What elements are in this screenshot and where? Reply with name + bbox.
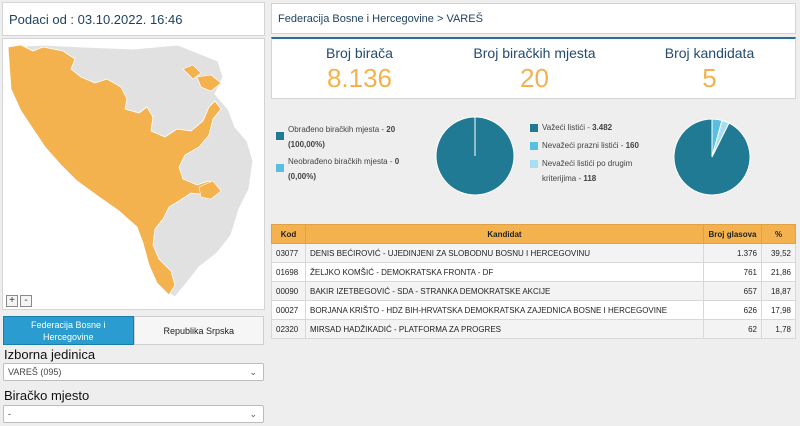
- cell-kod: 00027: [271, 300, 306, 320]
- stat-label: Broj birača: [326, 45, 393, 61]
- cell-procenat: 1,78: [761, 319, 796, 339]
- legend-text: Važeći listići -: [542, 123, 593, 132]
- col-broj-glasova[interactable]: Broj glasova: [703, 224, 762, 244]
- biracko-mjesto-select[interactable]: - ⌄: [3, 405, 264, 423]
- chevron-down-icon: ⌄: [249, 367, 257, 377]
- cell-kod: 00090: [271, 281, 306, 301]
- legend-swatch: [530, 124, 538, 132]
- legend-text: Neobrađeno biračkih mjesta -: [288, 157, 395, 166]
- legend-value: 160: [625, 141, 639, 150]
- legend-value: 3.482: [592, 123, 613, 132]
- cell-broj-glasova: 1.376: [703, 243, 762, 263]
- results-table-wrap: Kod Kandidat Broj glasova % 03077 DENIS B…: [271, 224, 796, 339]
- pie1-legend-unprocessed: Neobrađeno biračkih mjesta - 0 (0,00%): [276, 154, 426, 184]
- table-header-row: Kod Kandidat Broj glasova %: [271, 224, 796, 244]
- stats-panel: Broj birača 8.136 Broj biračkih mjesta 2…: [271, 37, 796, 99]
- results-table: Kod Kandidat Broj glasova % 03077 DENIS B…: [271, 224, 796, 339]
- tab-fbih-label: Federacija Bosne i Hercegovine: [30, 319, 106, 342]
- legend-extra: (100,00%): [288, 140, 325, 149]
- col-procenat[interactable]: %: [761, 224, 796, 244]
- timestamp-text: Podaci od : 03.10.2022. 16:46: [9, 11, 183, 27]
- cell-kandidat: DENIS BEĆIROVIĆ - UJEDINJENI ZA SLOBODNU…: [305, 243, 704, 263]
- map-orasje: [182, 64, 202, 80]
- stat-label: Broj biračkih mjesta: [473, 45, 596, 61]
- breadcrumb: Federacija Bosne i Hercegovine > VAREŠ: [271, 3, 796, 34]
- cell-broj-glasova: 761: [703, 262, 762, 282]
- tab-rs[interactable]: Republika Srpska: [133, 316, 264, 345]
- cell-kandidat: ŽELJKO KOMŠIĆ - DEMOKRATSKA FRONTA - DF: [305, 262, 704, 282]
- biracko-mjesto-value: -: [8, 409, 11, 419]
- cell-broj-glasova: 62: [703, 319, 762, 339]
- map-gorazde: [198, 180, 222, 200]
- legend-value: 0: [394, 157, 400, 166]
- cell-broj-glasova: 626: [703, 300, 762, 320]
- legend-swatch: [276, 164, 284, 172]
- izborna-jedinica-value: VAREŠ (095): [8, 367, 62, 377]
- izborna-jedinica-label: Izborna jedinica: [4, 347, 96, 362]
- chevron-down-icon: ⌄: [249, 409, 257, 419]
- stat-value: 8.136: [326, 63, 393, 93]
- legend-text: Obrađeno biračkih mjesta -: [288, 125, 387, 134]
- stat-label: Broj kandidata: [664, 45, 755, 61]
- entity-tabs: Federacija Bosne i Hercegovine Republika…: [3, 316, 264, 345]
- legend-swatch: [530, 142, 538, 150]
- cell-kandidat: BORJANA KRIŠTO - HDZ BIH-HRVATSKA DEMOKR…: [305, 300, 704, 320]
- legend-swatch: [530, 160, 538, 168]
- bih-map[interactable]: [3, 39, 266, 311]
- legend-value: 20: [386, 125, 396, 134]
- legend-value: 118: [583, 174, 597, 183]
- pie-chart-ballots: [673, 118, 751, 196]
- cell-broj-glasova: 657: [703, 281, 762, 301]
- cell-kandidat: MIRSAD HADŽIKADIĆ - PLATFORMA ZA PROGRES: [305, 319, 704, 339]
- table-row[interactable]: 00090 BAKIR IZETBEGOVIĆ - SDA - STRANKA D…: [271, 281, 796, 301]
- legend-swatch: [276, 132, 284, 140]
- map-panel[interactable]: + -: [2, 38, 265, 310]
- table-row[interactable]: 00027 BORJANA KRIŠTO - HDZ BIH-HRVATSKA D…: [271, 300, 796, 320]
- cell-kandidat: BAKIR IZETBEGOVIĆ - SDA - STRANKA DEMOKR…: [305, 281, 704, 301]
- pie-chart-processed: [435, 116, 515, 196]
- stat-broj-kandidata: Broj kandidata 5: [622, 45, 797, 94]
- col-kod[interactable]: Kod: [271, 224, 306, 244]
- stat-value: 5: [702, 63, 717, 93]
- table-row[interactable]: 01698 ŽELJKO KOMŠIĆ - DEMOKRATSKA FRONTA …: [271, 262, 796, 282]
- cell-kod: 01698: [271, 262, 306, 282]
- cell-procenat: 18,87: [761, 281, 796, 301]
- cell-procenat: 17,98: [761, 300, 796, 320]
- tab-rs-label: Republika Srpska: [163, 325, 235, 336]
- tab-fbih[interactable]: Federacija Bosne i Hercegovine: [3, 316, 134, 345]
- stat-value: 20: [520, 63, 549, 93]
- stat-broj-biraca: Broj birača 8.136: [272, 45, 447, 94]
- table-row[interactable]: 02320 MIRSAD HADŽIKADIĆ - PLATFORMA ZA PR…: [271, 319, 796, 339]
- map-fbih-region: [7, 44, 222, 296]
- col-kandidat[interactable]: Kandidat: [305, 224, 704, 244]
- cell-kod: 03077: [271, 243, 306, 263]
- breadcrumb-text: Federacija Bosne i Hercegovine > VAREŠ: [278, 12, 483, 25]
- cell-kod: 02320: [271, 319, 306, 339]
- pie1-legend-processed: Obrađeno biračkih mjesta - 20 (100,00%): [276, 122, 426, 152]
- pie-slice: [673, 118, 751, 196]
- legend-text: Nevažeći prazni listići -: [542, 141, 626, 150]
- zoom-out-button[interactable]: -: [20, 295, 32, 307]
- pie2-legend-blank: Nevažeći prazni listići - 160: [530, 138, 670, 153]
- pie2-legend-other: Nevažeći listići po drugim kriterijima - …: [530, 156, 670, 186]
- cell-procenat: 39,52: [761, 243, 796, 263]
- pie2-legend-valid: Važeći listići - 3.482: [530, 120, 670, 135]
- table-row[interactable]: 03077 DENIS BEĆIROVIĆ - UJEDINJENI ZA SLO…: [271, 243, 796, 263]
- map-brcko: [196, 74, 222, 92]
- cell-procenat: 21,86: [761, 262, 796, 282]
- legend-text: Nevažeći listići po drugim: [542, 159, 633, 168]
- timestamp-header: Podaci od : 03.10.2022. 16:46: [2, 2, 265, 36]
- legend-text-2: kriterijima -: [542, 174, 584, 183]
- biracko-mjesto-label: Biračko mjesto: [4, 388, 90, 403]
- stat-broj-birackih-mjesta: Broj biračkih mjesta 20: [447, 45, 622, 94]
- legend-extra: (0,00%): [288, 172, 317, 181]
- izborna-jedinica-select[interactable]: VAREŠ (095) ⌄: [3, 363, 264, 381]
- pie-charts-panel: Obrađeno biračkih mjesta - 20 (100,00%) …: [271, 110, 796, 206]
- zoom-in-button[interactable]: +: [6, 295, 18, 307]
